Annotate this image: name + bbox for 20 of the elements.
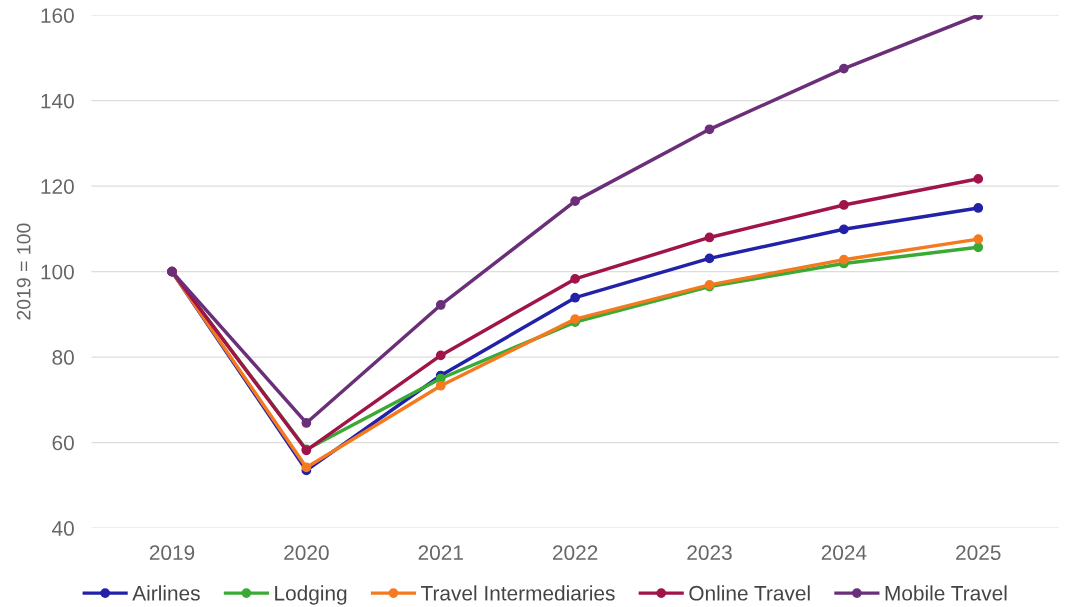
y-tick-label: 100: [41, 264, 74, 280]
x-tick-label: 2022: [553, 545, 598, 561]
legend-label: Travel Intermediaries: [421, 585, 615, 601]
x-tick-label: 2019: [149, 545, 195, 561]
y-tick-label: 40: [52, 521, 74, 536]
y-tick-label: 140: [41, 93, 74, 109]
x-tick-label: 2021: [418, 545, 463, 561]
x-tick-label: 2024: [821, 545, 867, 561]
y-tick-label: 60: [52, 435, 74, 451]
y-tick-label: 120: [41, 179, 74, 194]
y-tick-label: 80: [52, 350, 74, 365]
x-tick-label: 2025: [956, 545, 1001, 561]
x-tick-label: 2023: [687, 545, 732, 561]
y-tick-label: 160: [41, 8, 74, 23]
legend-label: Airlines: [132, 585, 200, 601]
legend-label: Lodging: [275, 585, 347, 605]
legend-label: Online Travel: [689, 585, 810, 601]
legend-label: Mobile Travel: [885, 585, 1007, 601]
y-axis-title: 2019 = 100: [16, 223, 31, 320]
x-tick-label: 2020: [284, 545, 329, 561]
